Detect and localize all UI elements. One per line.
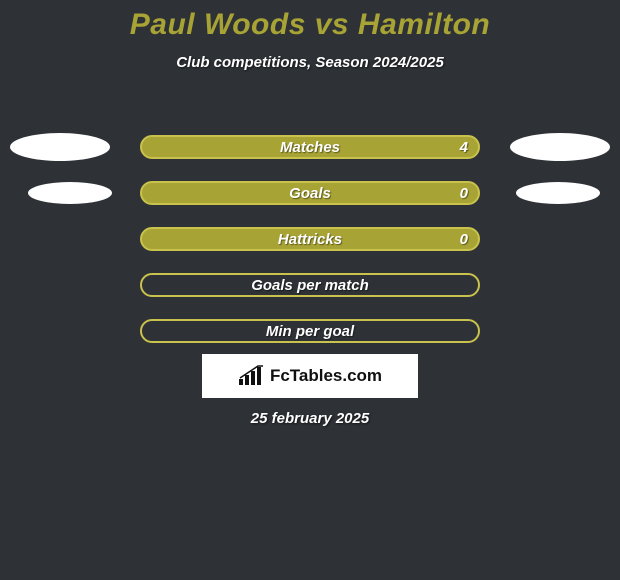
date-text: 25 february 2025 bbox=[0, 410, 620, 427]
stat-rows: Matches 4 Goals 0 Hattricks 0 Goals per … bbox=[0, 124, 620, 354]
stat-value: 4 bbox=[460, 139, 468, 156]
stat-row-hattricks: Hattricks 0 bbox=[0, 216, 620, 262]
stat-value: 0 bbox=[460, 231, 468, 248]
brand-text: FcTables.com bbox=[270, 366, 382, 386]
right-marker-ellipse bbox=[516, 182, 600, 204]
bars-chart-icon bbox=[238, 365, 264, 387]
stat-row-goals: Goals 0 bbox=[0, 170, 620, 216]
stat-bar: Matches 4 bbox=[140, 135, 480, 159]
left-marker-ellipse bbox=[10, 133, 110, 161]
stat-bar: Hattricks 0 bbox=[140, 227, 480, 251]
comparison-card: Paul Woods vs Hamilton Club competitions… bbox=[0, 0, 620, 580]
stat-row-min-per-goal: Min per goal bbox=[0, 308, 620, 354]
right-marker-ellipse bbox=[510, 133, 610, 161]
stat-row-matches: Matches 4 bbox=[0, 124, 620, 170]
stat-label: Matches bbox=[280, 139, 340, 156]
stat-label: Goals bbox=[289, 185, 331, 202]
page-title: Paul Woods vs Hamilton bbox=[0, 8, 620, 42]
stat-label: Goals per match bbox=[251, 277, 369, 294]
stat-bar: Min per goal bbox=[140, 319, 480, 343]
stat-bar: Goals 0 bbox=[140, 181, 480, 205]
subtitle: Club competitions, Season 2024/2025 bbox=[0, 54, 620, 71]
stat-label: Min per goal bbox=[266, 323, 354, 340]
stat-bar: Goals per match bbox=[140, 273, 480, 297]
stat-row-goals-per-match: Goals per match bbox=[0, 262, 620, 308]
left-marker-ellipse bbox=[28, 182, 112, 204]
stat-label: Hattricks bbox=[278, 231, 342, 248]
stat-value: 0 bbox=[460, 185, 468, 202]
brand-badge: FcTables.com bbox=[202, 354, 418, 398]
